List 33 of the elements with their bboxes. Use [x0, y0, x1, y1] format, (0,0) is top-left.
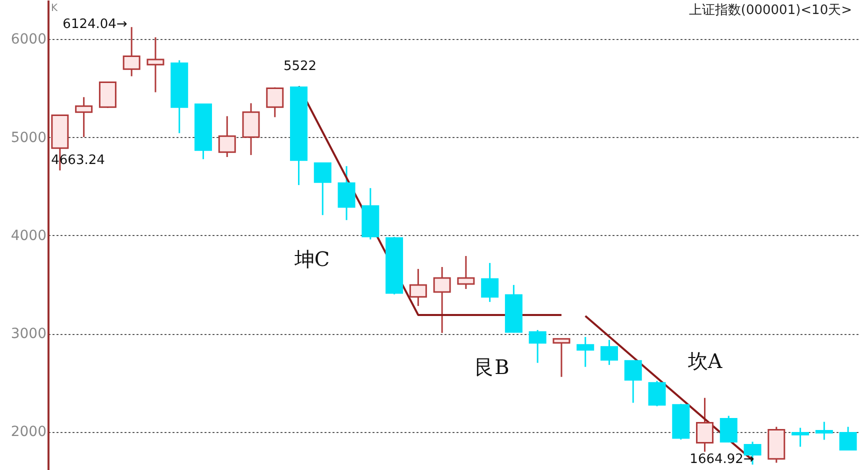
candlestick: [839, 426, 857, 452]
candlestick: [409, 268, 427, 307]
y-tick-label: 3000: [10, 326, 46, 342]
y-tick-label: 6000: [10, 32, 46, 48]
candlestick: [266, 86, 284, 118]
chart-title: 上证指数(000001)<10天>: [688, 3, 852, 18]
candlestick: [696, 397, 714, 452]
candlestick: [815, 421, 833, 441]
candlestick: [314, 162, 332, 216]
candlestick: [576, 336, 594, 368]
candlestick: [624, 360, 642, 404]
candlestick: [146, 36, 164, 93]
candlestick: [457, 255, 475, 290]
candlestick: [481, 262, 499, 303]
candlestick: [75, 96, 93, 138]
y-tick-label: 4000: [10, 228, 46, 244]
annotation: 坤C: [293, 247, 330, 271]
annotation: 坎A: [686, 349, 723, 373]
candlestick: [648, 380, 666, 407]
candlestick: [338, 165, 356, 221]
candlestick: [600, 339, 618, 366]
candlestick: [528, 329, 546, 364]
annotation: 6124.04→: [62, 17, 128, 32]
candlestick: [792, 427, 810, 448]
y-tick-label: 5000: [10, 130, 46, 146]
y-tick-label: 2000: [10, 424, 46, 440]
candlestick: [218, 115, 236, 158]
candlestick: [720, 415, 738, 444]
annotation: 5522: [283, 59, 317, 74]
candlestick: [552, 338, 570, 378]
y-axis-title: K: [51, 3, 58, 14]
candlestick: [433, 266, 451, 334]
annotation: 艮B: [474, 355, 510, 379]
